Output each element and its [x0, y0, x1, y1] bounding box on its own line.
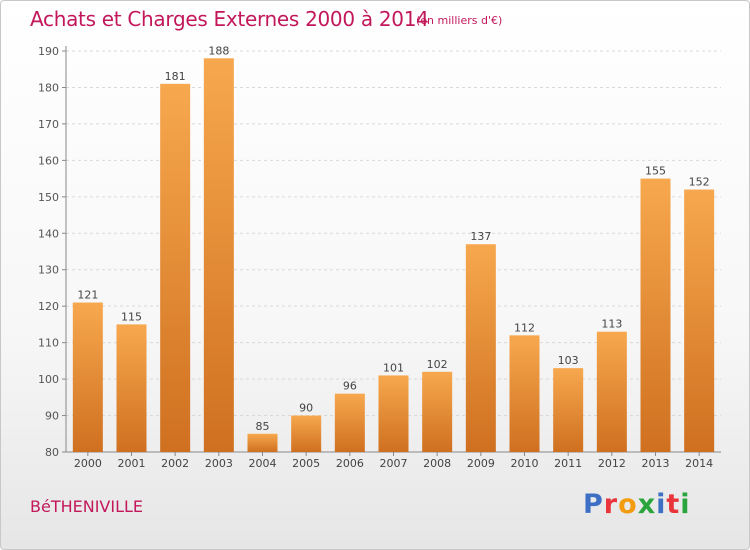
bar: [334, 393, 365, 452]
y-tick-label: 100: [38, 373, 59, 386]
bar-value-label: 137: [470, 230, 491, 243]
bar-value-label: 101: [383, 361, 404, 374]
y-tick-label: 160: [38, 154, 59, 167]
x-tick-label: 2002: [161, 457, 189, 470]
logo-letter: x: [637, 489, 657, 520]
y-tick-label: 90: [45, 410, 59, 423]
y-tick-label: 140: [38, 227, 59, 240]
x-tick-label: 2006: [336, 457, 364, 470]
bar-value-label: 188: [208, 44, 229, 57]
y-tick-label: 190: [38, 45, 59, 58]
chart-title: Achats et Charges Externes 2000 à 2014: [30, 7, 429, 31]
y-tick-label: 170: [38, 118, 59, 131]
bar: [640, 178, 671, 452]
bar: [116, 324, 147, 452]
x-tick-label: 2005: [292, 457, 320, 470]
x-tick-label: 2000: [74, 457, 102, 470]
place-name: BéTHENIVILLE: [30, 497, 144, 516]
bar: [509, 335, 540, 452]
bar: [596, 331, 627, 452]
x-tick-label: 2003: [205, 457, 233, 470]
logo-letter: i: [680, 489, 691, 520]
bar-value-label: 112: [514, 321, 535, 334]
bar: [422, 371, 453, 452]
bar: [160, 83, 191, 453]
bar-value-label: 96: [343, 380, 357, 393]
logo-letter: t: [666, 489, 681, 520]
bar: [553, 368, 584, 452]
bar-value-label: 155: [645, 165, 666, 178]
y-tick-label: 130: [38, 264, 59, 277]
x-tick-label: 2010: [511, 457, 539, 470]
bar: [247, 433, 278, 452]
x-tick-label: 2007: [380, 457, 408, 470]
proxiti-logo[interactable]: Proxiti: [583, 489, 691, 520]
bar-value-label: 85: [256, 420, 270, 433]
x-tick-label: 2011: [554, 457, 582, 470]
x-tick-label: 2004: [249, 457, 277, 470]
bar-value-label: 102: [427, 358, 448, 371]
y-tick-label: 150: [38, 191, 59, 204]
x-tick-label: 2001: [118, 457, 146, 470]
bar-value-label: 103: [558, 354, 579, 367]
x-tick-label: 2008: [423, 457, 451, 470]
bar-value-label: 90: [299, 402, 313, 415]
logo-letter: o: [618, 489, 638, 520]
logo-letter: i: [656, 489, 667, 520]
logo-letter: r: [603, 489, 619, 520]
chart-subtitle: (en milliers d'€): [416, 14, 503, 27]
bar-value-label: 115: [121, 310, 142, 323]
bar: [465, 244, 496, 452]
bar: [72, 302, 103, 452]
y-tick-label: 80: [45, 446, 59, 459]
bar-value-label: 181: [165, 70, 186, 83]
bar: [203, 58, 234, 453]
bar: [684, 189, 715, 452]
x-tick-label: 2014: [685, 457, 713, 470]
bar: [378, 375, 409, 452]
y-tick-label: 180: [38, 81, 59, 94]
x-tick-label: 2012: [598, 457, 626, 470]
y-tick-label: 120: [38, 300, 59, 313]
x-tick-label: 2009: [467, 457, 495, 470]
bar-value-label: 152: [689, 176, 710, 189]
x-tick-label: 2013: [642, 457, 670, 470]
bar: [291, 415, 322, 452]
logo-letter: P: [583, 489, 604, 520]
bar-value-label: 113: [601, 318, 622, 331]
y-tick-label: 110: [38, 337, 59, 350]
bar-value-label: 121: [77, 289, 98, 302]
